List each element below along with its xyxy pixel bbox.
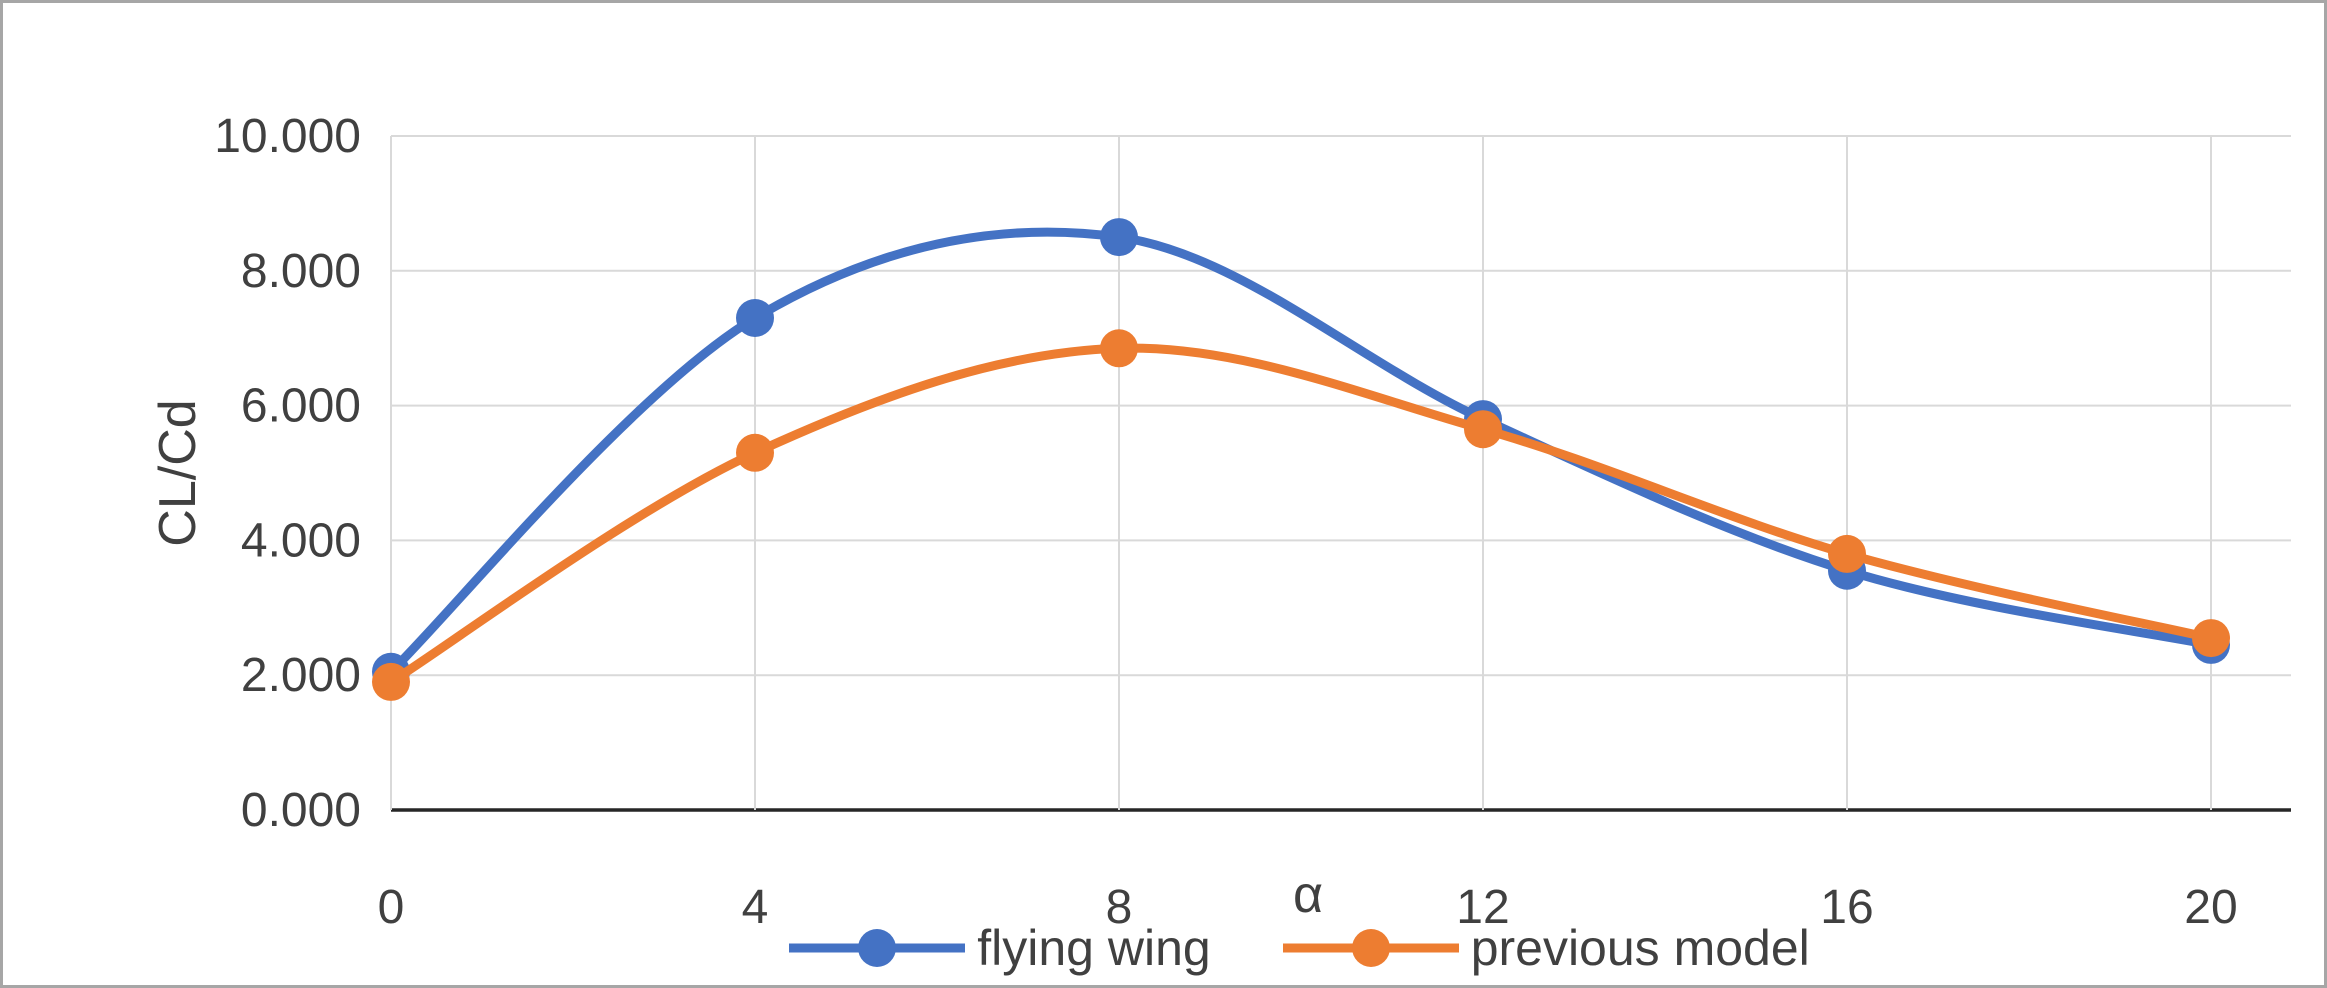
series-line-previous-model — [386, 343, 2216, 687]
y-tick-label: 8.000 — [241, 245, 361, 298]
series-marker-previous-model — [736, 433, 774, 472]
series-marker-flying-wing — [1100, 218, 1138, 257]
legend-item-flying-wing: flying wing — [787, 919, 1211, 977]
series-marker-previous-model — [1828, 534, 1866, 573]
legend-item-previous-model: previous model — [1281, 919, 1810, 977]
y-tick-label: 6.000 — [241, 380, 361, 433]
x-tick-label: 8 — [1106, 881, 1133, 934]
legend-marker-flying-wing — [789, 929, 966, 967]
line-chart-canvas: 0.000 2.000 4.000 6.000 8.000 10.000 0 4 8 12 16 20 — [214, 110, 2291, 934]
series-marker-previous-model — [2192, 619, 2230, 658]
y-axis-title: CL/Cd — [149, 399, 207, 547]
chart-legend: flying wing previous model — [273, 919, 2324, 977]
legend-marker-previous-model — [1282, 929, 1459, 967]
x-tick-label: 4 — [742, 881, 769, 934]
legend-label-previous-model: previous model — [1470, 920, 1810, 976]
series-marker-previous-model — [1100, 329, 1138, 368]
series-marker-flying-wing — [736, 299, 774, 337]
x-tick-label: 20 — [2184, 881, 2237, 934]
y-tick-label: 10.000 — [214, 110, 361, 163]
x-tick-label: 0 — [378, 881, 405, 934]
x-axis-title: α — [1293, 866, 1324, 924]
series-marker-previous-model — [1464, 410, 1502, 449]
y-tick-label: 2.000 — [241, 649, 361, 702]
y-tick-label: 0.000 — [241, 784, 361, 837]
x-tick-label: 12 — [1456, 881, 1509, 934]
y-tick-label: 4.000 — [241, 514, 361, 567]
series-marker-previous-model — [372, 662, 410, 701]
legend-label-flying-wing: flying wing — [977, 920, 1211, 976]
series-line-flying-wing — [386, 227, 2216, 677]
x-tick-label: 16 — [1820, 881, 1873, 934]
